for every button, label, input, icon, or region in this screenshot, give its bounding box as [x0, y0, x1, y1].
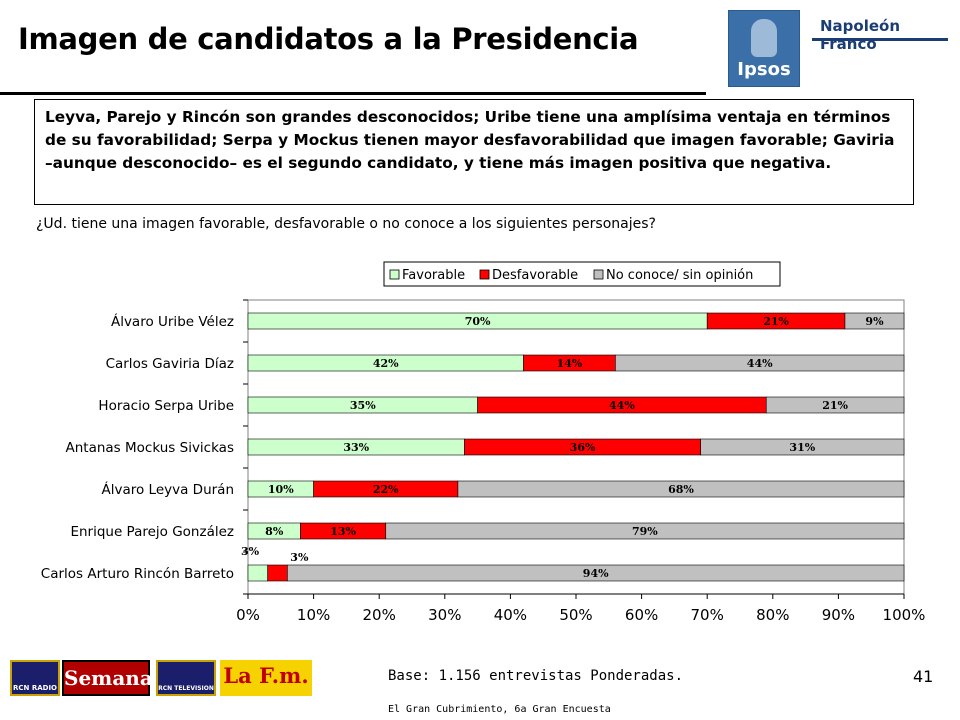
data-label-favorable-enrique-parejo-gonzalez: 8% [265, 525, 284, 538]
data-label-desfavorable-alvaro-uribe-velez: 21% [763, 315, 789, 328]
bar-no-conoce-sin-opinion-carlos-gaviria-diaz [615, 354, 905, 372]
x-tick-label: 60% [625, 606, 658, 624]
survey-question: ¿Ud. tiene una imagen favorable, desfavo… [36, 216, 656, 232]
data-label-no-conoce-sin-opinion-enrique-parejo-gonzalez: 79% [632, 525, 658, 538]
x-tick-label: 0% [236, 606, 260, 624]
legend-label-desfavorable: Desfavorable [492, 268, 578, 283]
la-fm-logo-text: La F.m. [223, 663, 309, 688]
legend-swatch-favorable [389, 269, 400, 280]
data-label-no-conoce-sin-opinion-carlos-gaviria-diaz: 44% [747, 357, 773, 370]
x-tick-label: 90% [822, 606, 855, 624]
category-label-alvaro-uribe-velez: Álvaro Uribe Vélez [111, 313, 234, 330]
category-label-antanas-mockus-sivickas: Antanas Mockus Sivickas [66, 440, 235, 456]
data-label-desfavorable-antanas-mockus-sivickas: 36% [570, 441, 596, 454]
x-tick-label: 50% [559, 606, 592, 624]
rcn-tv-logo: RCN TELEVISION [156, 660, 216, 696]
category-label-carlos-gaviria-diaz: Carlos Gaviria Díaz [106, 356, 234, 372]
x-tick-label: 40% [494, 606, 527, 624]
page-title: Imagen de candidatos a la Presidencia [18, 22, 639, 56]
page-number: 41 [913, 667, 934, 686]
data-label-no-conoce-sin-opinion-antanas-mockus-sivickas: 31% [789, 441, 815, 454]
napoleon-franco-logo: Napoleón Franco [820, 17, 901, 53]
bar-no-conoce-sin-opinion-antanas-mockus-sivickas [700, 438, 905, 456]
base-note: Base: 1.156 entrevistas Ponderadas. [388, 668, 684, 684]
rcn-tv-logo-text: RCN TELEVISION [158, 685, 214, 692]
data-label-favorable-alvaro-uribe-velez: 70% [465, 315, 491, 328]
data-label-no-conoce-sin-opinion-alvaro-uribe-velez: 9% [865, 315, 884, 328]
data-label-favorable-alvaro-leyva-duran: 10% [268, 483, 294, 496]
bar-no-conoce-sin-opinion-enrique-parejo-gonzalez [385, 522, 905, 540]
data-label-desfavorable-carlos-gaviria-diaz: 14% [557, 357, 583, 370]
data-label-no-conoce-sin-opinion-horacio-serpa-uribe: 21% [822, 399, 848, 412]
legend-box [383, 261, 781, 287]
category-label-horacio-serpa-uribe: Horacio Serpa Uribe [98, 398, 234, 414]
la-fm-logo: La F.m. [220, 660, 312, 696]
data-label-no-conoce-sin-opinion-alvaro-leyva-duran: 68% [668, 483, 694, 496]
bar-no-conoce-sin-opinion-carlos-arturo-rincon-barreto [287, 564, 905, 582]
bar-desfavorable-carlos-arturo-rincon-barreto [267, 564, 288, 582]
x-tick-label: 80% [756, 606, 789, 624]
ipsos-logo: Ipsos [728, 10, 800, 87]
category-label-carlos-arturo-rincon-barreto: Carlos Arturo Rincón Barreto [41, 566, 234, 582]
data-label-desfavorable-carlos-arturo-rincon-barreto: 3% [290, 551, 309, 564]
data-label-favorable-carlos-gaviria-diaz: 42% [373, 357, 399, 370]
summary-box: Leyva, Parejo y Rincón son grandes desco… [34, 99, 914, 205]
ipsos-logo-text: Ipsos [737, 59, 791, 80]
x-tick-label: 100% [883, 606, 926, 624]
x-tick-label: 70% [691, 606, 724, 624]
data-label-desfavorable-enrique-parejo-gonzalez: 13% [330, 525, 356, 538]
category-label-enrique-parejo-gonzalez: Enrique Parejo González [70, 524, 234, 540]
rcn-radio-logo-text: RCN RADIO [13, 684, 57, 692]
x-tick-label: 20% [363, 606, 396, 624]
data-label-favorable-antanas-mockus-sivickas: 33% [343, 441, 369, 454]
x-tick-label: 10% [297, 606, 330, 624]
category-label-alvaro-leyva-duran: Álvaro Leyva Durán [101, 481, 234, 498]
data-label-favorable-horacio-serpa-uribe: 35% [350, 399, 376, 412]
legend-label-no-conoce-sin-opinion: No conoce/ sin opinión [606, 268, 753, 283]
bar-no-conoce-sin-opinion-alvaro-uribe-velez [844, 312, 905, 330]
data-label-desfavorable-horacio-serpa-uribe: 44% [609, 399, 635, 412]
title-underline [0, 92, 706, 95]
ipsos-head-icon [751, 19, 777, 57]
bar-favorable-carlos-arturo-rincon-barreto [247, 564, 268, 582]
source-note: El Gran Cubrimiento, 6a Gran Encuesta [388, 704, 611, 715]
stacked-bar-chart: Favorable Desfavorable No conoce/ sin opin… [41, 261, 926, 624]
rcn-radio-logo: RCN RADIO [10, 660, 60, 696]
semana-logo-text: Semana [64, 666, 153, 690]
semana-logo: Semana [62, 660, 153, 696]
data-label-desfavorable-alvaro-leyva-duran: 22% [373, 483, 399, 496]
data-label-no-conoce-sin-opinion-carlos-arturo-rincon-barreto: 94% [583, 567, 609, 580]
x-tick-label: 30% [428, 606, 461, 624]
legend-swatch-no-conoce-sin-opinion [593, 269, 604, 280]
legend-swatch-desfavorable [479, 269, 490, 280]
brand-underline [812, 38, 948, 41]
data-label-favorable-carlos-arturo-rincon-barreto: 3% [241, 545, 260, 558]
bar-no-conoce-sin-opinion-alvaro-leyva-duran [457, 480, 905, 498]
bar-no-conoce-sin-opinion-horacio-serpa-uribe [765, 396, 905, 414]
legend-label-favorable: Favorable [402, 268, 465, 283]
